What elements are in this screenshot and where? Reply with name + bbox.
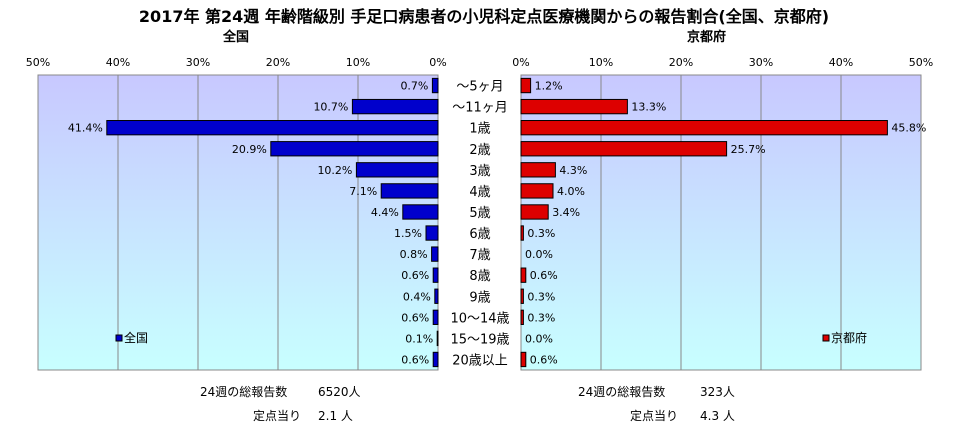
kyoto-value-label: 0.3% <box>527 311 555 324</box>
kyoto-legend-swatch <box>822 334 830 342</box>
kyoto-bar <box>520 309 524 325</box>
kyoto-value-label: 0.6% <box>530 269 558 282</box>
kyoto-bar <box>520 204 549 220</box>
category-label: 1歳 <box>469 122 490 137</box>
national-value-label: 0.1% <box>405 332 433 345</box>
national-legend-swatch <box>115 334 123 342</box>
national-bar <box>402 204 439 220</box>
national-value-label: 20.9% <box>232 143 267 156</box>
national-bar <box>431 246 439 262</box>
national-bar <box>380 183 439 199</box>
national-x-tick-label: 20% <box>266 56 290 69</box>
national-value-label: 0.6% <box>401 311 429 324</box>
national-total-value: 6520人 <box>318 385 361 399</box>
national-bar <box>106 120 439 136</box>
kyoto-value-label: 4.3% <box>559 164 587 177</box>
category-label: 9歳 <box>469 290 490 305</box>
national-value-label: 7.1% <box>349 185 377 198</box>
kyoto-total-value: 323人 <box>700 385 735 399</box>
national-x-tick-label: 10% <box>346 56 370 69</box>
category-label: 4歳 <box>469 185 490 200</box>
national-per-label: 定点当り <box>253 409 302 423</box>
national-value-label: 0.7% <box>400 80 428 93</box>
kyoto-bar <box>520 141 728 157</box>
category-label: 10～14歳 <box>450 311 509 326</box>
kyoto-bar <box>520 183 554 199</box>
national-x-tick-label: 50% <box>26 56 50 69</box>
kyoto-value-label: 1.2% <box>535 80 563 93</box>
kyoto-bar <box>520 77 532 94</box>
national-bar <box>355 162 439 178</box>
national-x-tick-label: 0% <box>429 56 446 69</box>
national-value-label: 4.4% <box>371 206 399 219</box>
kyoto-x-tick-label: 30% <box>749 56 773 69</box>
national-bar <box>434 288 439 304</box>
national-value-label: 10.7% <box>313 101 348 114</box>
kyoto-bar <box>520 98 628 115</box>
kyoto-value-label: 3.4% <box>552 206 580 219</box>
kyoto-plot-area <box>520 74 922 371</box>
kyoto-per-value: 4.3 人 <box>700 409 735 423</box>
kyoto-bar <box>520 267 527 283</box>
national-plot-area <box>37 74 439 371</box>
national-bar <box>432 267 439 283</box>
kyoto-value-label: 0.0% <box>525 248 553 261</box>
kyoto-bar <box>520 120 888 136</box>
national-bar <box>432 351 439 368</box>
kyoto-subtitle: 京都府 <box>687 30 727 45</box>
kyoto-x-tick-label: 20% <box>669 56 693 69</box>
national-subtitle: 全国 <box>223 30 250 45</box>
national-per-value: 2.1 人 <box>318 409 353 423</box>
kyoto-value-label: 0.3% <box>527 290 555 303</box>
kyoto-bar <box>520 225 524 241</box>
kyoto-x-tick-label: 0% <box>512 56 529 69</box>
kyoto-value-label: 0.0% <box>525 332 553 345</box>
national-value-label: 41.4% <box>68 122 103 135</box>
kyoto-x-tick-label: 40% <box>829 56 853 69</box>
category-label: 7歳 <box>469 248 490 263</box>
kyoto-x-tick-label: 50% <box>909 56 933 69</box>
category-label: ～11ヶ月 <box>452 101 508 116</box>
kyoto-value-label: 0.3% <box>527 227 555 240</box>
kyoto-value-label: 0.6% <box>530 353 558 366</box>
national-value-label: 0.4% <box>403 290 431 303</box>
national-x-tick-label: 40% <box>106 56 130 69</box>
category-label: 15～19歳 <box>450 332 509 347</box>
category-label: 8歳 <box>469 269 490 284</box>
chart-title: 2017年 第24週 年齢階級別 手足口病患者の小児科定点医療機関からの報告割合… <box>138 7 830 26</box>
national-bar <box>436 330 439 347</box>
kyoto-legend-label: 京都府 <box>831 330 867 345</box>
national-value-label: 0.6% <box>401 269 429 282</box>
category-label: ～5ヶ月 <box>456 80 503 95</box>
kyoto-bar <box>520 288 524 304</box>
national-value-label: 10.2% <box>317 164 352 177</box>
category-label: 20歳以上 <box>452 353 508 368</box>
national-value-label: 0.8% <box>400 248 428 261</box>
category-label: 2歳 <box>469 143 490 158</box>
national-bar <box>431 77 439 94</box>
kyoto-value-label: 13.3% <box>631 101 666 114</box>
kyoto-x-tick-label: 10% <box>589 56 613 69</box>
kyoto-value-label: 4.0% <box>557 185 585 198</box>
kyoto-value-label: 25.7% <box>731 143 766 156</box>
category-label: 6歳 <box>469 227 490 242</box>
national-legend-label: 全国 <box>124 330 148 345</box>
kyoto-per-label: 定点当り <box>630 409 679 423</box>
kyoto-bar <box>520 351 527 368</box>
kyoto-bar <box>520 162 556 178</box>
national-bar <box>351 98 439 115</box>
national-total-label: 24週の総報告数 <box>200 385 288 399</box>
kyoto-value-label: 45.8% <box>891 122 926 135</box>
category-label: 3歳 <box>469 164 490 179</box>
national-value-label: 1.5% <box>394 227 422 240</box>
national-bar <box>270 141 439 157</box>
category-label: 5歳 <box>469 206 490 221</box>
national-bar <box>425 225 439 241</box>
kyoto-total-label: 24週の総報告数 <box>578 385 666 399</box>
national-bar <box>432 309 439 325</box>
national-x-tick-label: 30% <box>186 56 210 69</box>
national-value-label: 0.6% <box>401 353 429 366</box>
